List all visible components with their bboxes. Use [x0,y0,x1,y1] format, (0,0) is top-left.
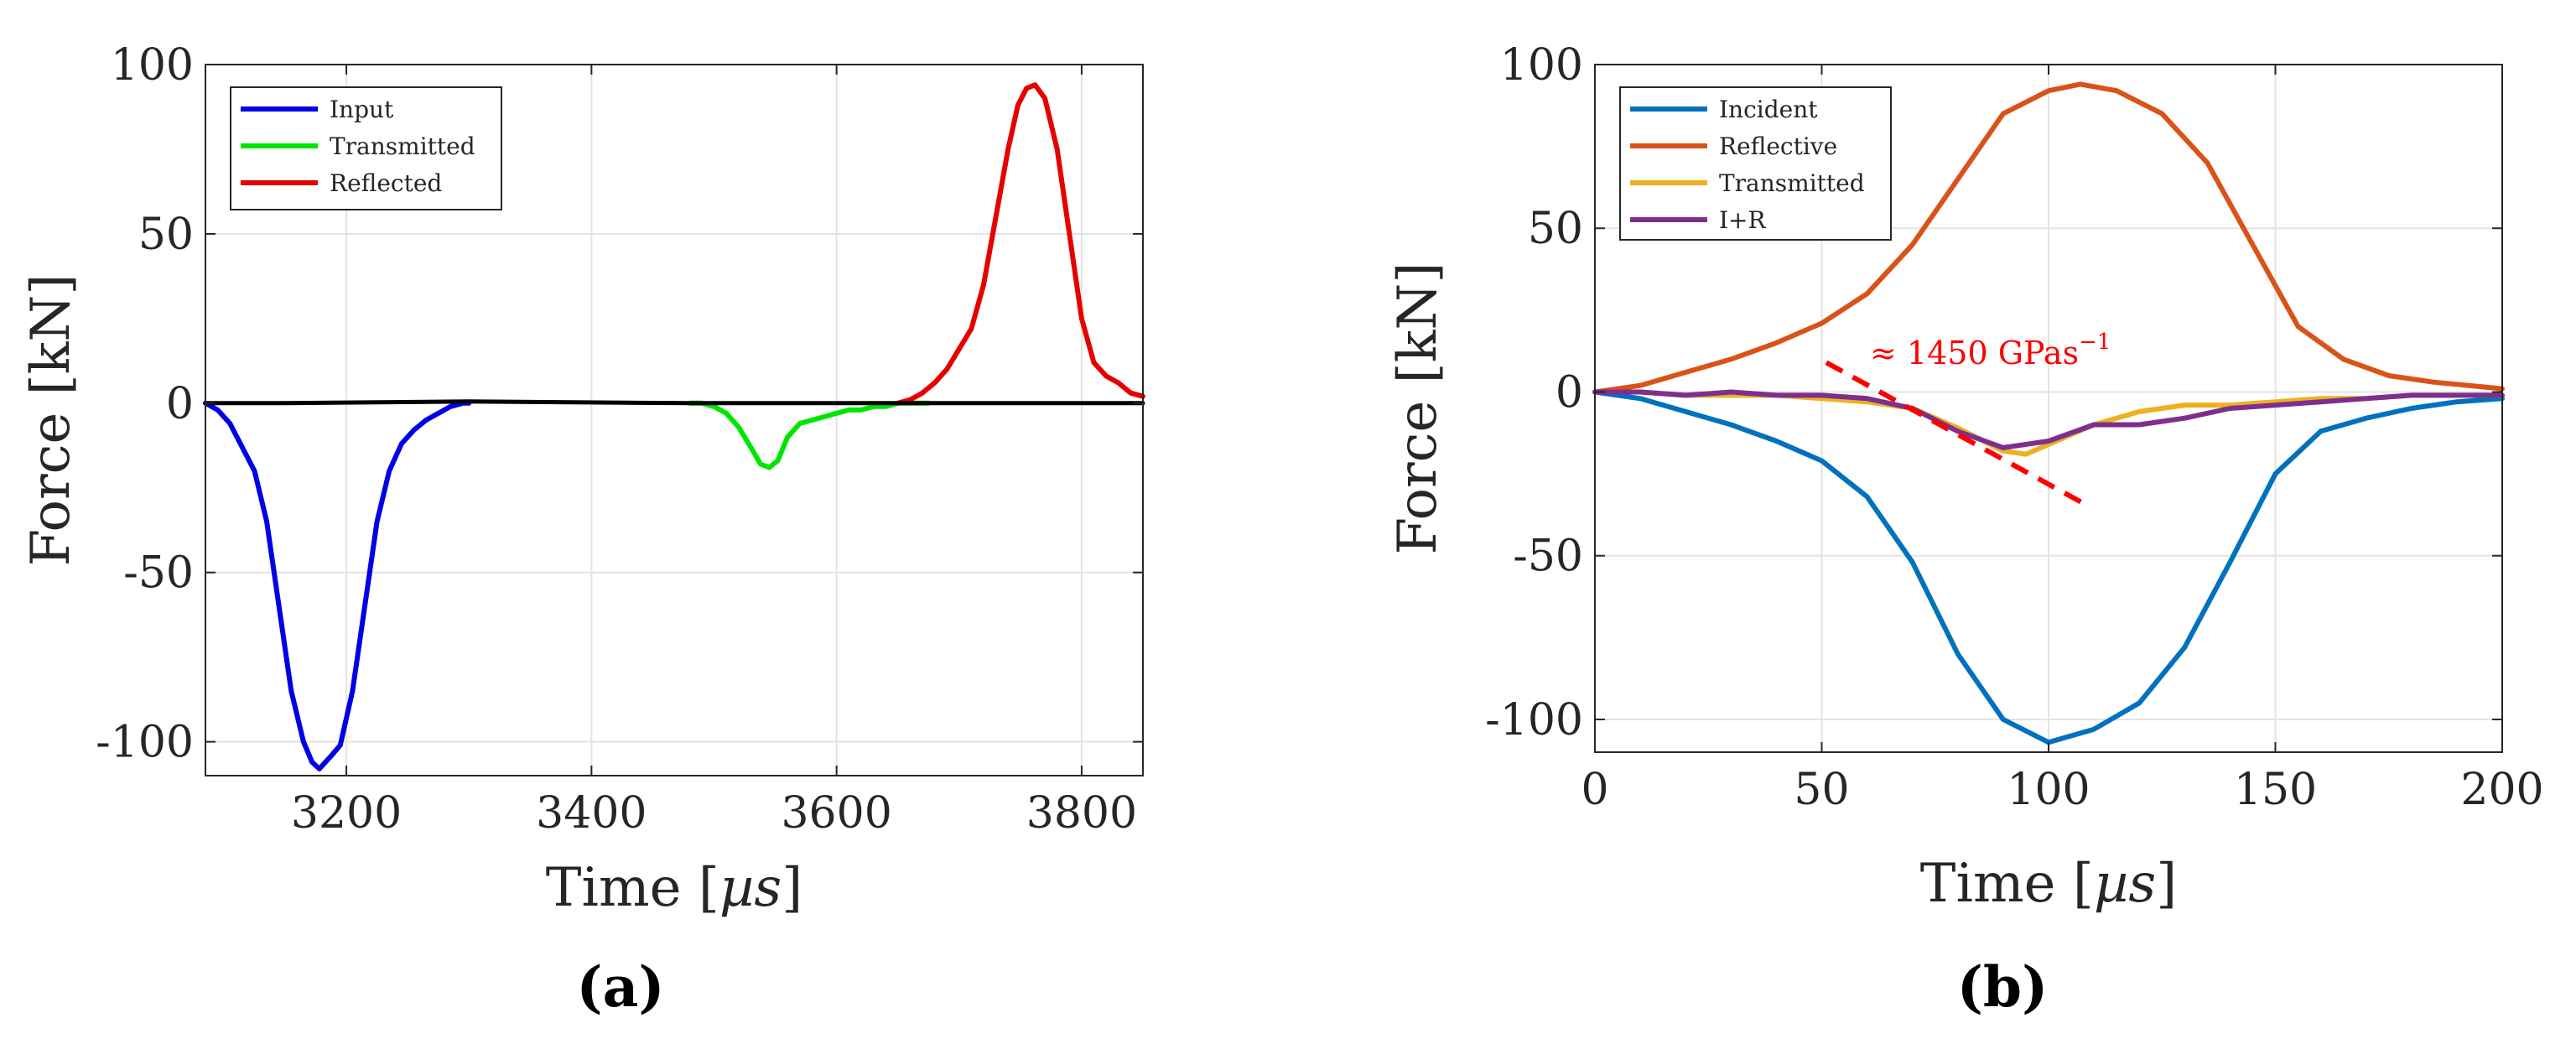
chart-b-ytick-label: -100 [1485,695,1583,745]
chart-b-legend-box [1619,86,1892,241]
chart-a-ytick-label: 50 [138,210,194,260]
chart-b-xtick-label: 100 [2007,765,2090,815]
chart-a-xtick-label: 3800 [1026,788,1137,839]
chart-b-ytick-label: -50 [1513,532,1583,582]
chart-a-series-baseline-line [203,399,1145,406]
chart-b-slope-line [1825,360,2091,509]
chart-a-frame [205,64,1144,776]
chart-a-ylabel: Force [kN] [20,274,82,567]
chart-a-panel-label: (a) [576,954,664,1020]
chart-b: ≈ 1450 GPas−1 0 50 100 150 200100500-50-100 … [1387,40,2544,1020]
chart-b-legend-label-incident: Incident [1719,96,1818,123]
chart-a-xtick-label: 3600 [781,788,891,839]
chart-b-xtick-label: 0 [1581,765,1608,815]
chart-b-legend-label-i-r: I+R [1719,206,1767,234]
chart-a-legend-label-reflected: Reflected [330,169,442,197]
chart-a-legend-label-input: Input [330,96,394,123]
chart-a-xtick-label: 3200 [291,788,402,839]
chart-b-ylabel: Force [kN] [1387,262,1449,555]
chart-a-ytick-label: -50 [123,548,194,599]
chart-a-legend-label-transmitted: Transmitted [330,132,475,160]
chart-b-xtick-label: 200 [2460,765,2543,815]
chart-a-ticks: 3200 3400 3600 3800 100 50 0 -50 -100 [96,40,1143,839]
chart-a-legend: Input Transmitted Reflected [230,86,502,210]
chart-b-ticks: 0 50 100 150 200 100 50 0 -50 -100 [1485,40,2543,815]
chart-b-xtick-label: 50 [1794,765,1849,815]
chart-b-ytick-label: 0 [1555,367,1583,418]
chart-a-xlabel: Time [µs] [546,857,802,919]
chart-a-xtick-label: 3400 [536,788,647,839]
chart-a-ytick-label: 0 [166,379,194,429]
chart-b-legend-label-reflective: Reflective [1719,132,1837,160]
chart-b-ytick-label: 100 [1500,40,1583,91]
chart-b-legend: Incident Reflective Transmitted I+R [1619,86,1892,241]
chart-b-legend-label-transmitted: Transmitted [1719,169,1865,197]
chart-a-ytick-label: 100 [111,40,194,91]
chart-a-series-input-line [203,400,472,771]
chart-b-panel-label: (b) [1957,954,2049,1020]
chart-a-series-reflected-line [895,82,1145,406]
chart-b-slope-label: ≈ 1450 GPas−1 [1870,330,2111,371]
chart-b-xtick-label: 150 [2234,765,2317,815]
chart-b-series-reflective-line [1592,81,2505,395]
chart-a-series-group [203,82,1145,771]
chart-b-xlabel: Time [µs] [1920,853,2177,915]
chart-a-ytick-label: -100 [96,718,194,768]
chart-b-series-i-r-line [1592,389,2505,450]
chart-b-ytick-label: 50 [1528,204,1583,254]
